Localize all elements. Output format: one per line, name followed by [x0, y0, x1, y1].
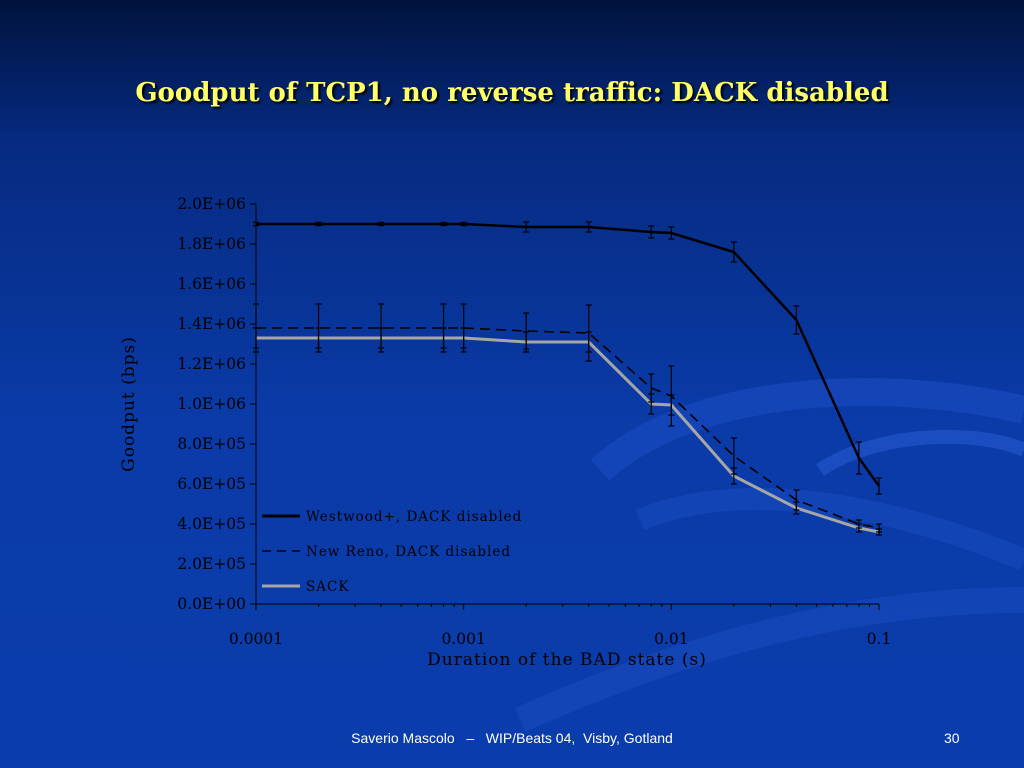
error-bar [585, 304, 592, 362]
error-bar [648, 373, 655, 403]
series-line [256, 336, 880, 534]
error-bar [855, 519, 862, 529]
footer-text: Saverio Mascolo – WIP/Beats 04, Visby, G… [351, 730, 673, 746]
error-bar [523, 221, 530, 233]
series-0 [253, 221, 882, 495]
legend: Westwood+, DACK disabled New Reno, DACK d… [262, 509, 522, 595]
error-bar [460, 303, 467, 353]
series-line [256, 222, 881, 487]
y-tick-label: 8.0E+05 [177, 435, 246, 453]
error-bar [730, 241, 737, 263]
error-bar [876, 523, 882, 533]
series-1 [253, 303, 882, 533]
error-bar [315, 221, 322, 227]
legend-label: New Reno, DACK disabled [306, 544, 511, 560]
error-bar [648, 225, 655, 239]
chart-axes [250, 203, 880, 610]
error-bar [668, 365, 675, 427]
error-bar [378, 221, 385, 227]
error-bar [730, 437, 737, 475]
y-tick-label: 1.4E+06 [177, 315, 246, 333]
error-bar [876, 477, 882, 495]
page-number: 30 [944, 730, 960, 746]
x-tick-label: 0.01 [654, 630, 689, 648]
x-axis-label: Duration of the BAD state (s) [427, 650, 707, 670]
error-bar [460, 221, 467, 227]
error-bar [253, 221, 259, 227]
error-bar [585, 221, 592, 233]
error-bar [668, 226, 675, 240]
x-tick-label: 0.001 [441, 630, 485, 648]
x-tick-labels: 0.0001 0.001 0.01 0.1 [229, 630, 891, 648]
y-tick-label: 6.0E+05 [177, 475, 246, 493]
series-layer [253, 221, 882, 536]
y-tick-label: 4.0E+05 [177, 515, 246, 533]
error-bar [523, 312, 530, 350]
error-bar [440, 221, 447, 227]
y-tick-label: 1.0E+06 [177, 395, 246, 413]
error-bar [793, 489, 800, 511]
x-tick-label: 0.0001 [229, 630, 283, 648]
legend-label: Westwood+, DACK disabled [306, 509, 522, 525]
error-bar [315, 303, 322, 353]
y-tick-label: 2.0E+05 [177, 555, 246, 573]
y-axis-label: Goodput (bps) [119, 336, 139, 472]
y-tick-label: 0.0E+00 [177, 595, 246, 613]
slide-title: Goodput of TCP1, no reverse traffic: DAC… [135, 78, 889, 108]
x-tick-label: 0.1 [867, 630, 892, 648]
series-2 [253, 327, 882, 536]
error-bar [855, 441, 862, 475]
y-tick-label: 1.8E+06 [177, 235, 246, 253]
y-tick-label: 2.0E+06 [177, 195, 246, 213]
error-bar [253, 303, 259, 353]
y-tick-label: 1.2E+06 [177, 355, 246, 373]
error-bar [793, 305, 800, 335]
y-tick-label: 1.6E+06 [177, 275, 246, 293]
series-line [256, 327, 880, 529]
error-bar [378, 303, 385, 353]
legend-label: SACK [306, 579, 349, 595]
error-bar [440, 303, 447, 353]
y-tick-labels: 0.0E+00 2.0E+05 4.0E+05 6.0E+05 8.0E+05 1.0E+… [177, 195, 246, 613]
